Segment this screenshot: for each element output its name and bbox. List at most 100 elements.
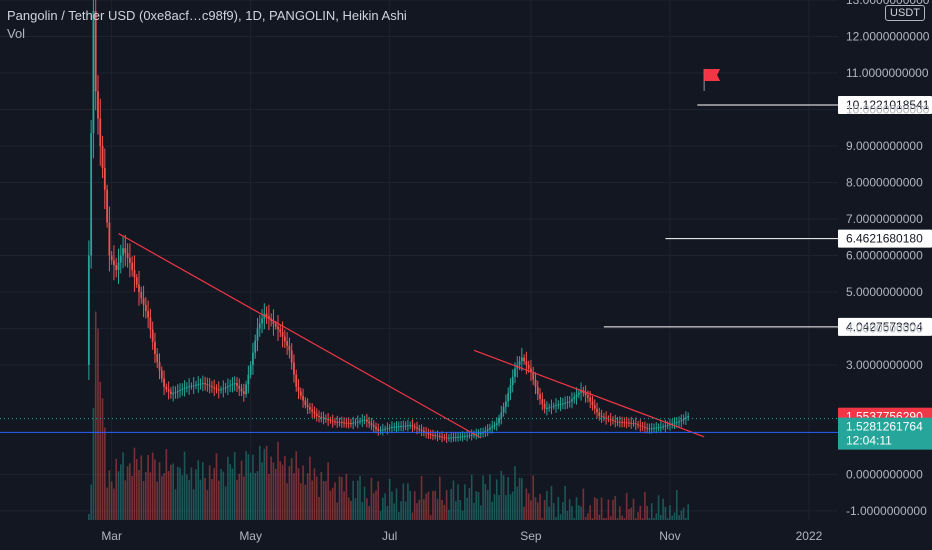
- volume-bar: [384, 493, 386, 520]
- candle-body: [653, 427, 655, 429]
- candle: [103, 148, 106, 210]
- volume-bar: [423, 499, 425, 520]
- volume-bar: [311, 480, 313, 520]
- candle: [520, 347, 523, 372]
- volume-bar: [249, 472, 252, 520]
- horizontal-line-label: 10.1221018541: [838, 96, 932, 115]
- volume-bar: [420, 476, 423, 520]
- volume-bar: [687, 504, 689, 520]
- candle: [119, 244, 122, 274]
- candle: [463, 432, 466, 440]
- candle-body: [249, 364, 252, 375]
- candle-body: [99, 118, 102, 146]
- candle-body: [131, 262, 134, 271]
- volume-bar: [587, 513, 589, 520]
- candle: [201, 375, 204, 392]
- candle-body: [92, 10, 95, 134]
- candle-body: [274, 323, 277, 327]
- candle: [381, 423, 384, 436]
- candle: [391, 421, 393, 434]
- candle-body: [128, 257, 131, 263]
- volume-bar: [113, 488, 115, 520]
- candle: [659, 421, 662, 433]
- volume-bar: [432, 490, 434, 520]
- candle-body: [101, 145, 104, 168]
- candle-body: [639, 425, 642, 427]
- candle-body: [138, 284, 140, 292]
- volume-bar: [568, 499, 571, 520]
- candle-body: [614, 420, 617, 422]
- volume-bar: [609, 516, 612, 520]
- volume-bar: [655, 513, 658, 520]
- volume-bar: [154, 459, 156, 520]
- candle: [502, 402, 505, 417]
- volume-bar: [555, 517, 557, 520]
- y-tick-label: -1.0000000000: [846, 504, 927, 518]
- candle: [634, 417, 637, 431]
- candle: [486, 424, 489, 437]
- candle: [354, 418, 357, 427]
- volume-bar: [675, 490, 678, 520]
- candle: [532, 366, 535, 385]
- flag-icon: [703, 68, 721, 91]
- y-tick-label: 6.0000000000: [846, 248, 923, 262]
- volume-bar: [491, 501, 494, 520]
- volume-bar: [220, 469, 222, 520]
- candle: [336, 415, 339, 428]
- candle-body: [602, 416, 605, 418]
- volume-bar: [461, 510, 464, 520]
- volume-bar: [363, 486, 366, 520]
- candle-body: [113, 260, 115, 266]
- candle-body: [170, 391, 172, 395]
- volume-bar: [334, 482, 336, 520]
- volume-bar: [272, 462, 275, 520]
- candle-body: [422, 430, 425, 432]
- candle: [108, 206, 111, 272]
- volume-bar: [498, 495, 500, 520]
- volume-bar: [598, 514, 601, 520]
- candle: [504, 394, 507, 414]
- volume-bar: [521, 478, 523, 520]
- volume-indicator-label[interactable]: Vol: [7, 26, 26, 41]
- candle-body: [648, 428, 651, 430]
- volume-bar: [99, 381, 102, 520]
- volume-bar: [502, 475, 505, 520]
- candle-body: [541, 398, 544, 404]
- candle-body: [598, 412, 601, 416]
- volume-bar: [356, 480, 359, 520]
- volume-bar: [644, 491, 646, 520]
- x-tick-label: Sep: [520, 529, 542, 543]
- currency-button[interactable]: USDT: [885, 5, 925, 21]
- candle-body: [324, 418, 327, 420]
- candle-body: [322, 417, 325, 419]
- candle: [580, 382, 582, 401]
- volume-bar: [204, 478, 206, 520]
- volume-bar: [411, 512, 414, 520]
- volume-bar: [443, 504, 446, 520]
- symbol-title[interactable]: Pangolin / Tether USD (0xe8acf…c98f9), 1…: [7, 8, 407, 23]
- candle: [628, 418, 630, 427]
- candle: [213, 379, 216, 397]
- volume-bar: [222, 471, 225, 520]
- candle: [322, 411, 325, 425]
- y-tick-label: 4.0000000000: [846, 321, 923, 335]
- candle-body: [678, 421, 680, 423]
- candle: [680, 414, 683, 428]
- y-tick-label: 3.0000000000: [846, 358, 923, 372]
- chart-legend: Pangolin / Tether USD (0xe8acf…c98f9), 1…: [7, 7, 407, 43]
- volume-bar: [536, 502, 539, 520]
- volume-bar: [238, 473, 241, 520]
- candle: [197, 376, 200, 393]
- candle: [179, 383, 181, 398]
- candle: [457, 432, 459, 442]
- candle-body: [577, 392, 580, 395]
- candle: [577, 389, 580, 399]
- volume-bar: [671, 515, 674, 520]
- tag-box: [838, 417, 932, 450]
- candle: [409, 421, 412, 429]
- candle: [311, 403, 314, 418]
- volume-bar: [468, 488, 471, 520]
- volume-bar: [500, 470, 503, 520]
- volume-bar: [646, 506, 648, 520]
